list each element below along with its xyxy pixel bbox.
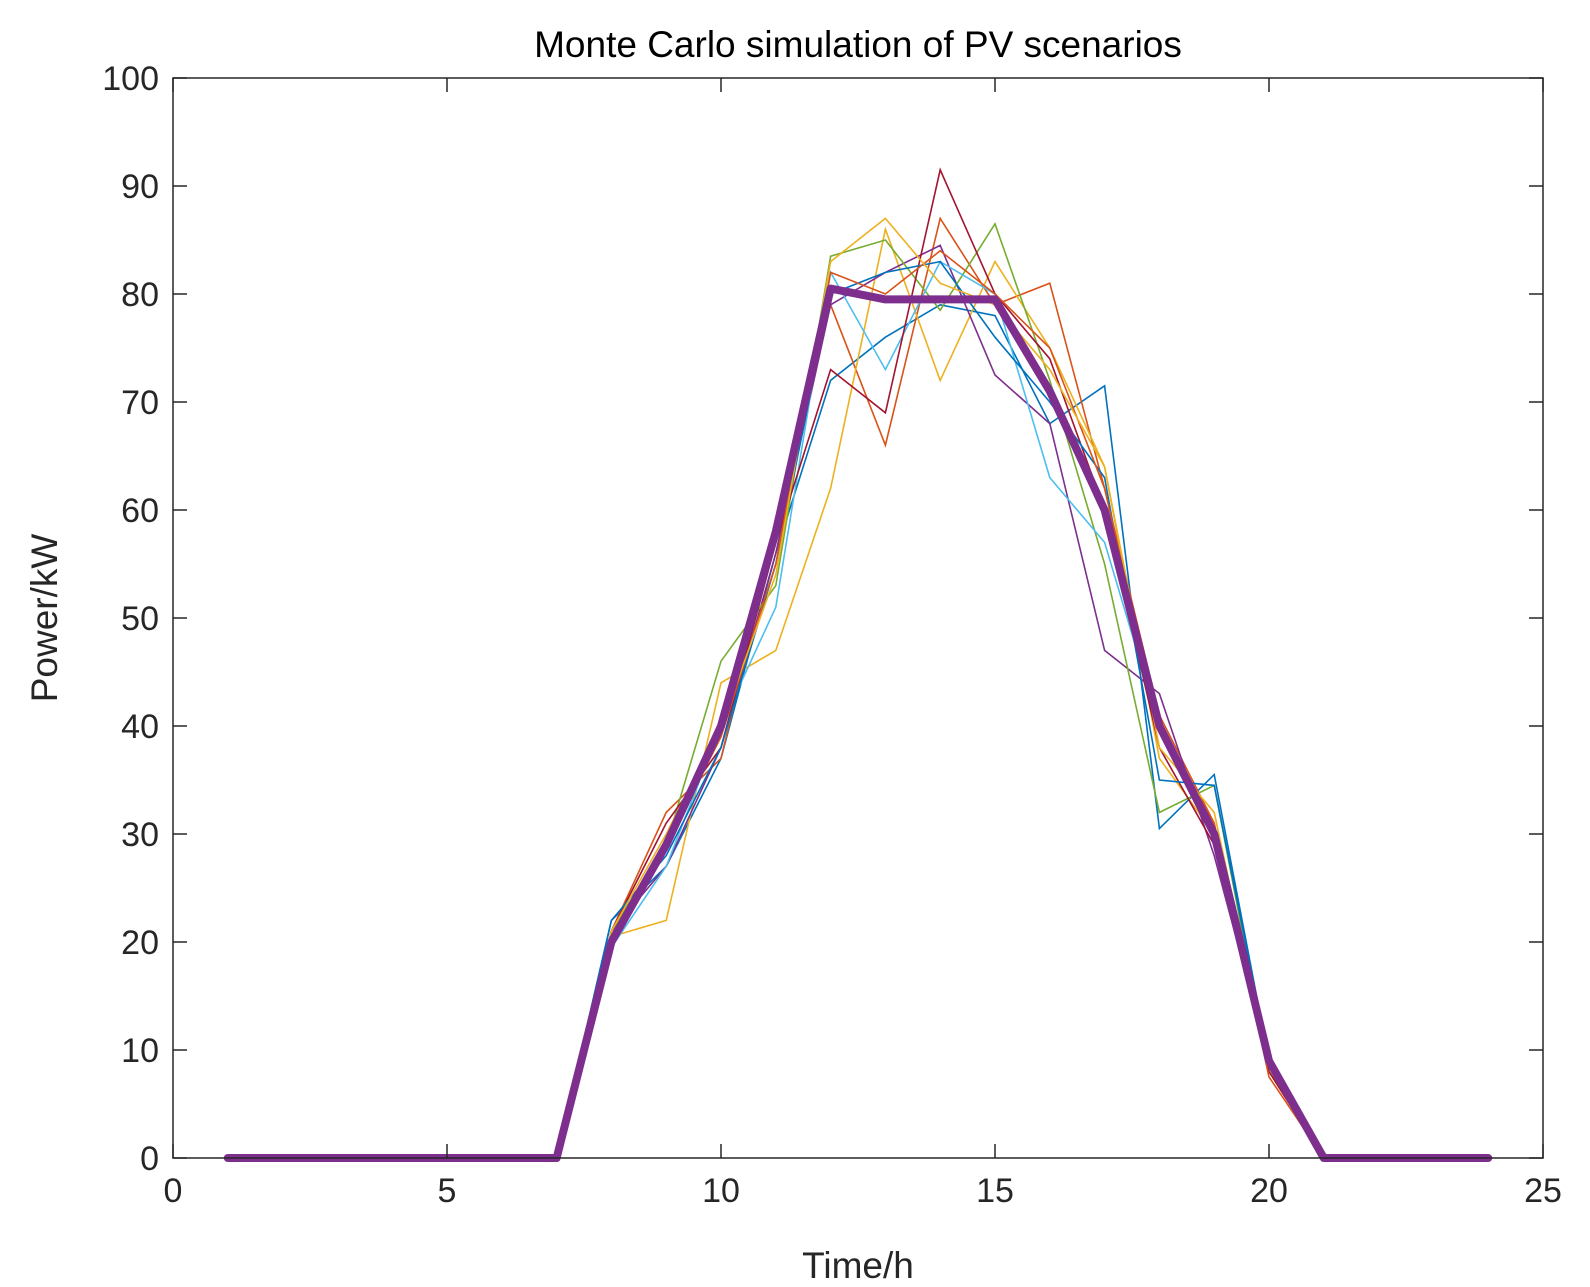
x-tick-label: 0 [164,1172,183,1210]
y-tick-label: 50 [121,600,159,638]
x-axis-label: Time/h [802,1245,914,1286]
y-tick-label: 90 [121,168,159,206]
x-tick-label: 25 [1524,1172,1562,1210]
y-tick-label: 100 [102,60,159,98]
x-tick-label: 20 [1250,1172,1288,1210]
y-tick-label: 30 [121,816,159,854]
y-tick-label: 0 [140,1140,159,1178]
y-tick-label: 10 [121,1032,159,1070]
x-tick-label: 5 [438,1172,457,1210]
y-axis-label: Power/kW [24,534,65,703]
axes-box [172,77,1544,1159]
y-tick-label: 80 [121,276,159,314]
y-tick-label: 20 [121,924,159,962]
y-tick-label: 40 [121,708,159,746]
y-tick-label: 60 [121,492,159,530]
axis-ticks: 0 5 10 15 20 25 0 10 20 30 40 50 60 70 80 90 100 [102,60,1562,1210]
x-tick-label: 15 [976,1172,1014,1210]
x-tick-label: 10 [702,1172,740,1210]
y-tick-label: 70 [121,384,159,422]
chart-title: Monte Carlo simulation of PV scenarios [534,24,1182,65]
